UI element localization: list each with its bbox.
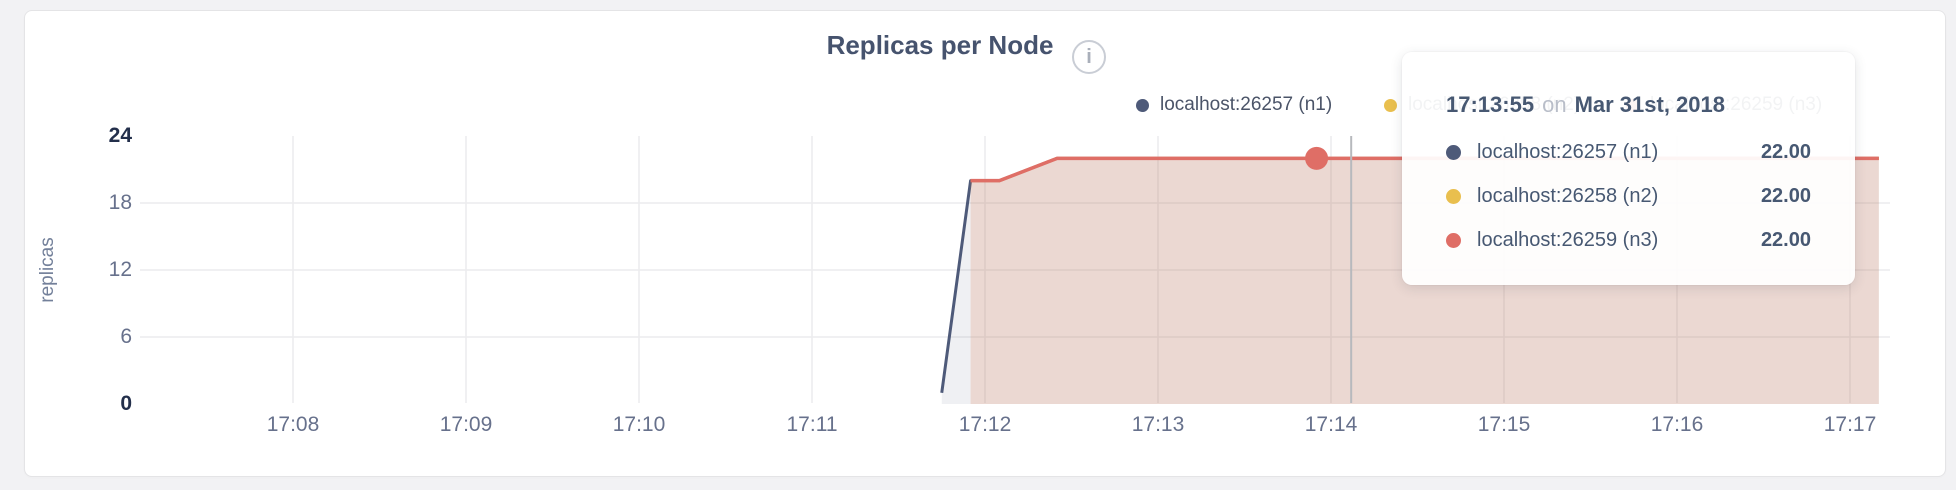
x-tick-label: 17:16 [1650, 413, 1704, 436]
y-tick-label: 0 [120, 392, 132, 415]
tooltip-series-value: 22.00 [1760, 228, 1811, 251]
tooltip-series-dot-icon [1446, 144, 1461, 160]
tooltip-on-word: on [1542, 92, 1567, 117]
tooltip-series-label: localhost:26259 (n3) [1477, 228, 1659, 251]
y-tick-label: 6 [120, 325, 132, 348]
info-icon[interactable]: i [1072, 40, 1106, 74]
x-tick-label: 17:13 [1131, 413, 1185, 436]
legend-series-dot-icon [1136, 98, 1149, 112]
tooltip-rows: localhost:26257 (n1) 22.00 localhost:26258… [1446, 130, 1811, 262]
tooltip-series-label: localhost:26258 (n2) [1477, 184, 1659, 207]
tooltip-time: 17:13:55 [1446, 92, 1535, 117]
legend-series-label: localhost:26257 (n1) [1160, 94, 1333, 115]
y-tick-label: 12 [108, 258, 132, 281]
y-axis-label: replicas [37, 237, 58, 303]
tooltip-series-value: 22.00 [1760, 140, 1811, 163]
x-tick-label: 17:12 [958, 413, 1012, 436]
tooltip-row: localhost:26258 (n2) 22.00 [1446, 174, 1811, 218]
y-tick-label: 18 [108, 191, 132, 214]
legend-item-n1[interactable]: localhost:26257 (n1) [1136, 92, 1332, 118]
x-tick-label: 17:10 [612, 413, 666, 436]
tooltip-date: Mar 31st, 2018 [1574, 92, 1725, 117]
hover-point [1305, 146, 1329, 170]
chart-title: Replicas per Node [826, 30, 1054, 60]
hover-tooltip: 17:13:55 on Mar 31st, 2018 localhost:262… [1402, 52, 1855, 285]
y-tick-label: 24 [108, 124, 132, 147]
x-tick-label: 17:09 [439, 413, 493, 436]
x-tick-label: 17:14 [1304, 413, 1358, 436]
x-tick-label: 17:08 [266, 413, 320, 436]
tooltip-series-label: localhost:26257 (n1) [1477, 140, 1659, 163]
tooltip-header: 17:13:55 on Mar 31st, 2018 [1446, 92, 1811, 118]
tooltip-series-dot-icon [1446, 188, 1461, 204]
tooltip-series-dot-icon [1446, 232, 1461, 248]
tooltip-row: localhost:26259 (n3) 22.00 [1446, 218, 1811, 262]
tooltip-row: localhost:26257 (n1) 22.00 [1446, 130, 1811, 174]
x-tick-label: 17:15 [1477, 413, 1531, 436]
x-tick-label: 17:11 [786, 413, 838, 436]
tooltip-series-value: 22.00 [1760, 184, 1811, 207]
x-tick-label: 17:17 [1823, 413, 1877, 436]
legend-series-dot-icon [1384, 98, 1397, 112]
info-icon-glyph: i [1086, 45, 1092, 68]
